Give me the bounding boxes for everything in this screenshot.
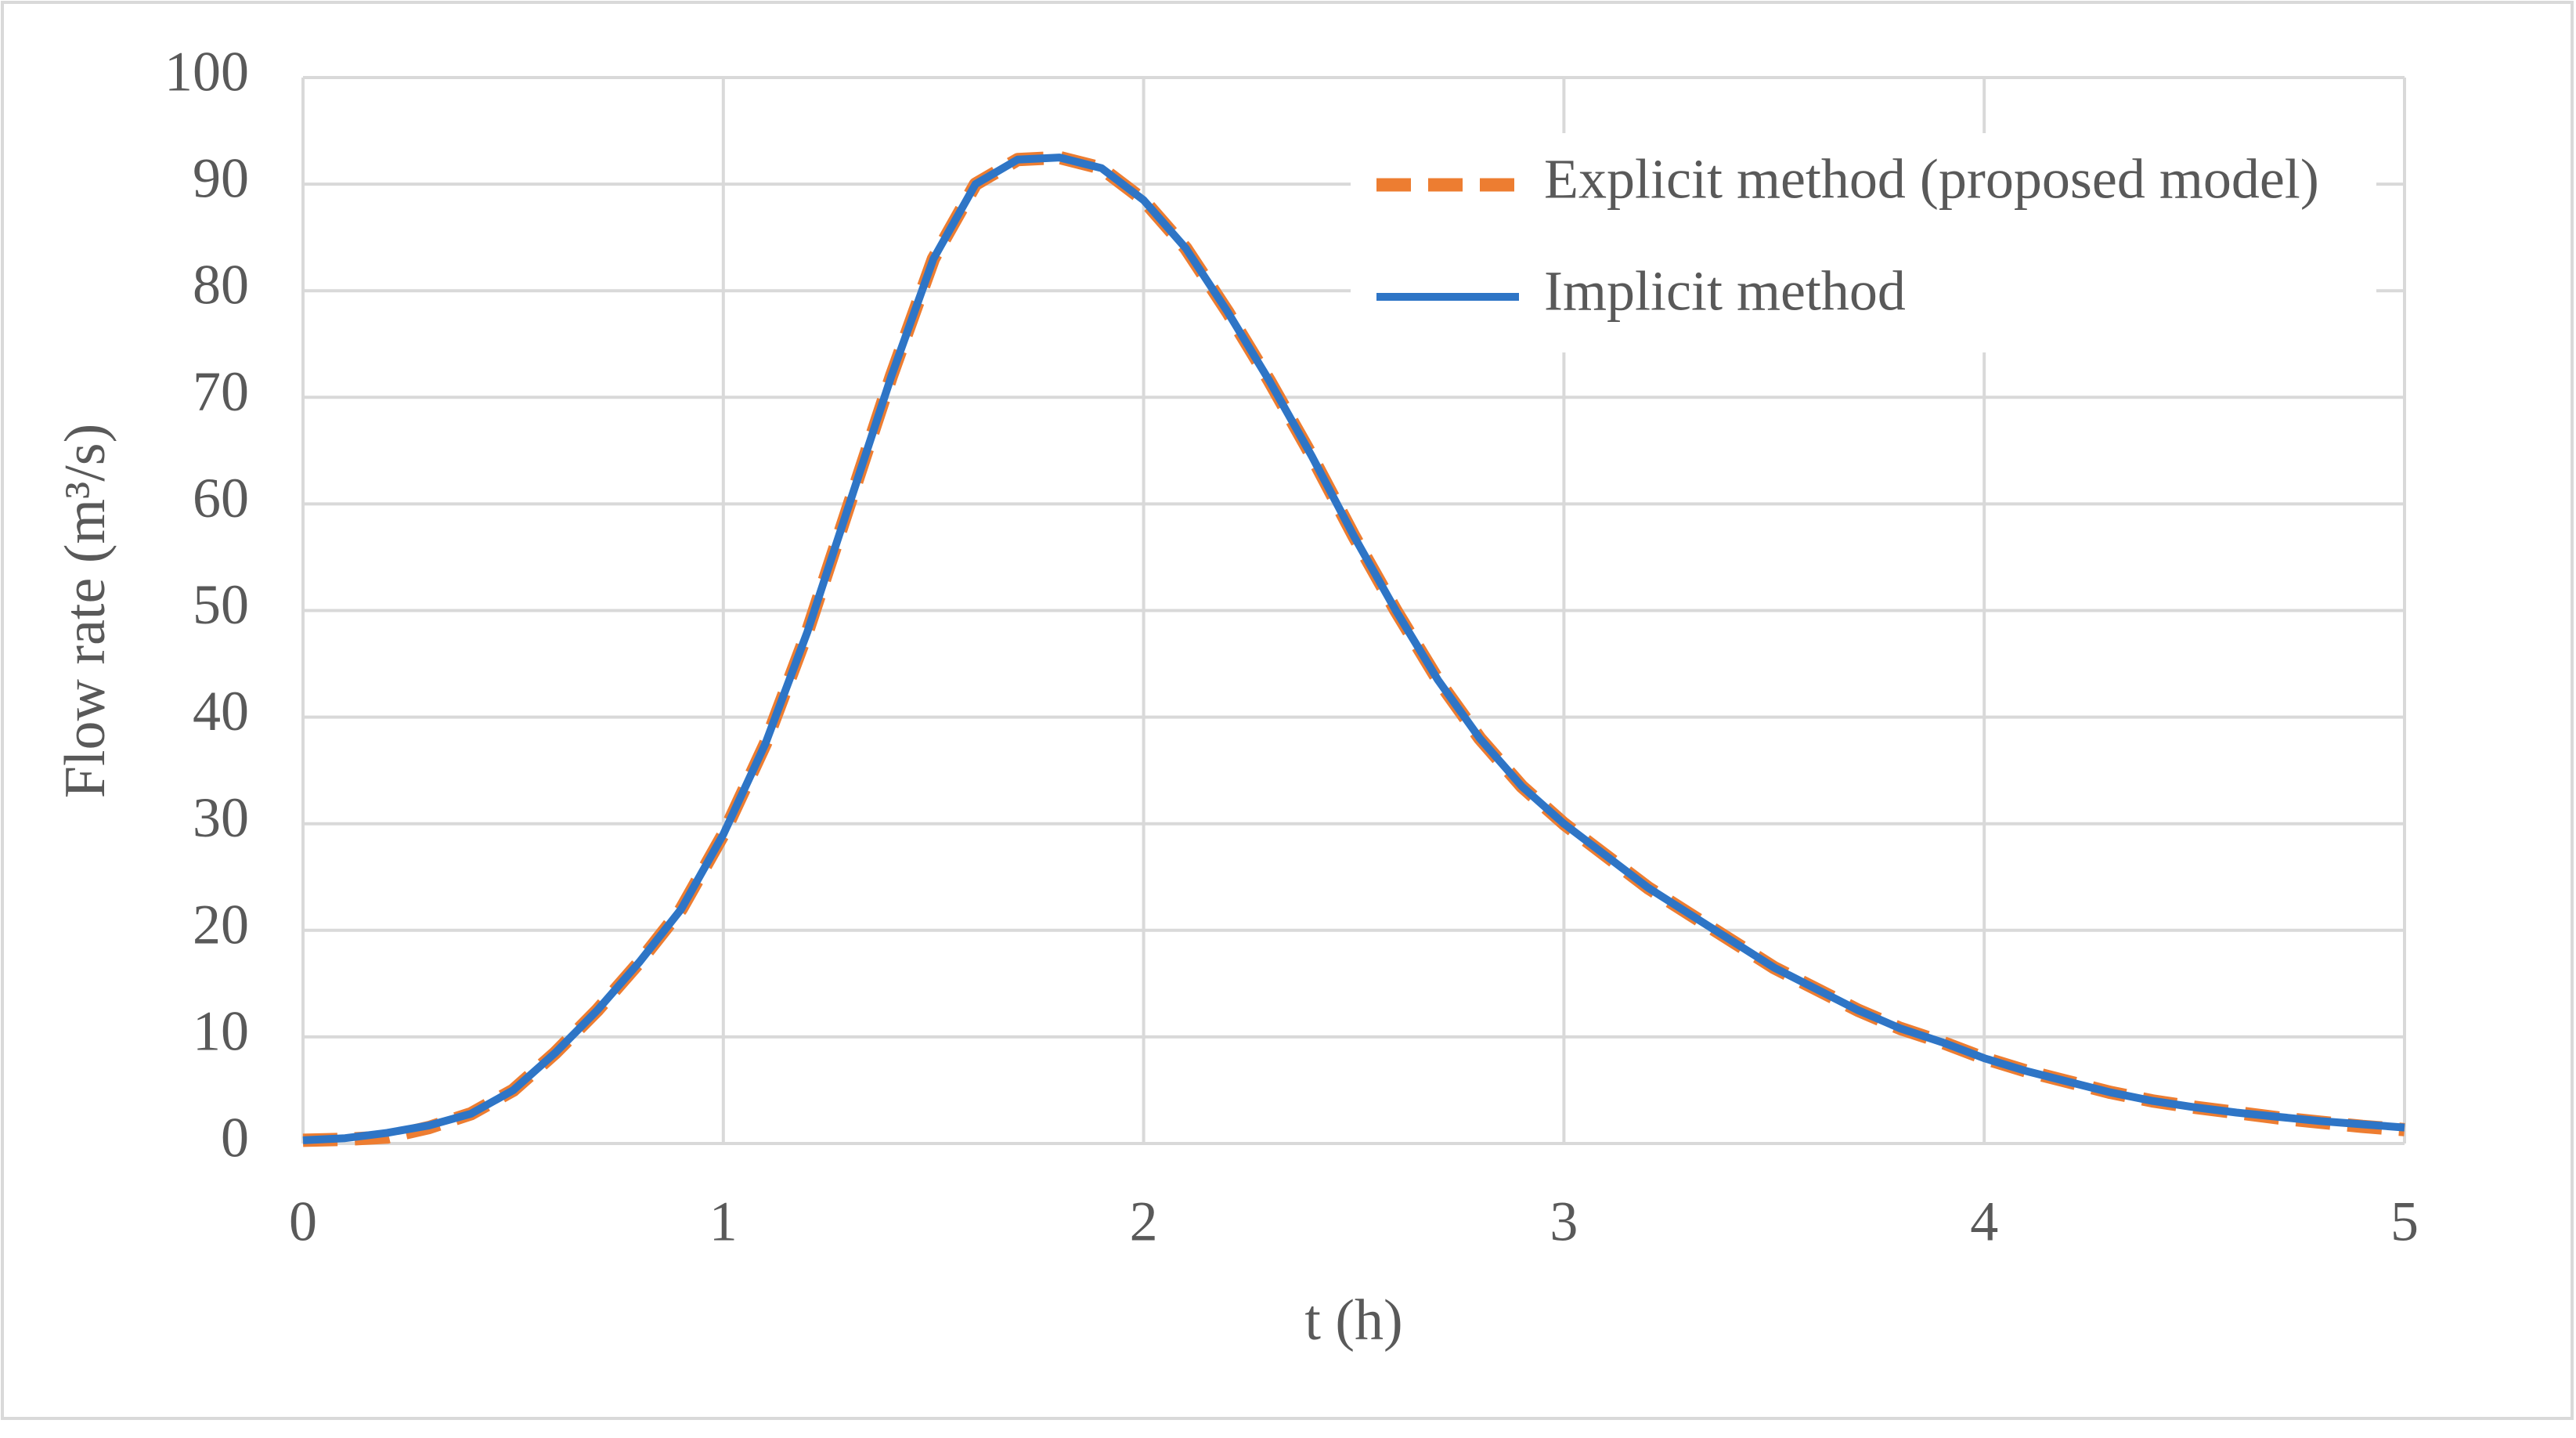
legend-label: Explicit method (proposed model) [1544,148,2319,211]
series-line [302,154,2405,1144]
y-tick-label: 0 [221,1107,249,1169]
x-tick-label: 1 [709,1191,738,1253]
y-axis-title: Flow rate (m³/s) [53,424,117,798]
y-tick-label: 90 [193,147,249,210]
y-tick-label: 10 [193,999,249,1062]
y-tick-label: 60 [193,467,249,529]
legend-label: Implicit method [1544,260,1906,323]
y-tick-label: 50 [193,573,249,636]
y-tick-label: 20 [193,893,249,956]
y-tick-label: 40 [193,680,249,742]
x-tick-label: 2 [1130,1191,1158,1253]
y-tick-label: 30 [193,786,249,849]
plot-lines [302,150,2405,1147]
y-tick-label: 80 [193,254,249,316]
x-tick-label: 0 [289,1191,317,1253]
x-tick-label: 3 [1550,1191,1578,1253]
x-axis-title: t (h) [1304,1288,1402,1353]
y-tick-label: 100 [164,41,249,103]
x-tick-label: 4 [1970,1191,1998,1253]
x-tick-label: 5 [2390,1191,2419,1253]
legend: Explicit method (proposed model) Implicit… [1351,133,2376,352]
legend-box [1351,133,2376,352]
y-tick-label: 70 [193,360,249,423]
